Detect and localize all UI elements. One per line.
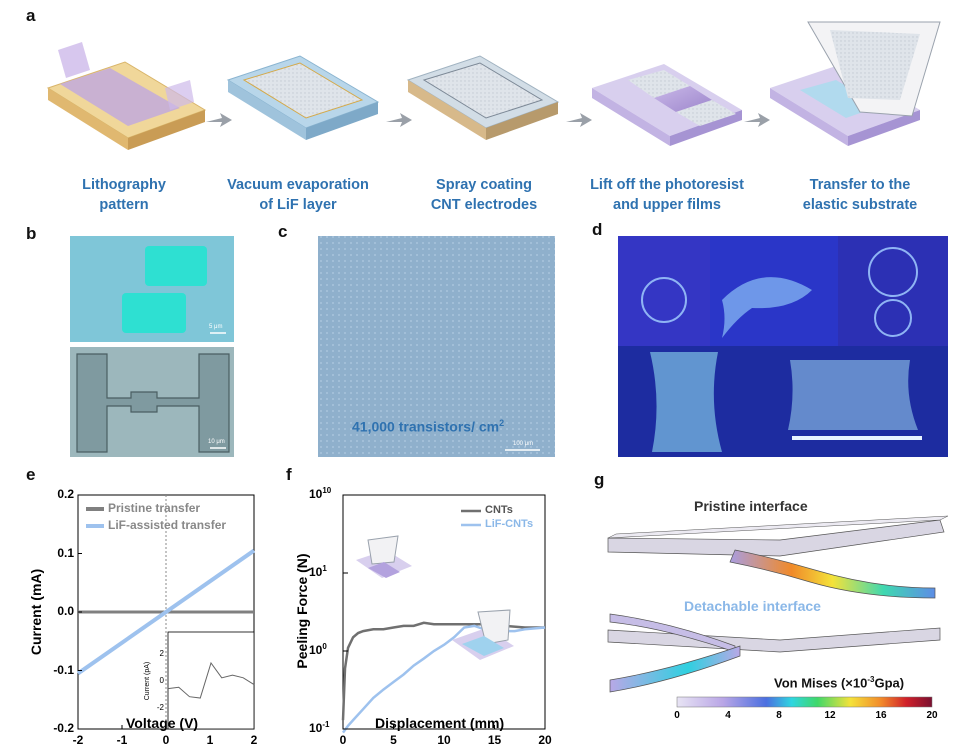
e-ytick-label: 0.1 (57, 545, 74, 560)
step5-transfer-device (770, 21, 941, 146)
f-ytick-label: 100 (309, 642, 327, 657)
g-title-detachable: Detachable interface (684, 598, 821, 614)
panel-a-illustrations (46, 21, 941, 150)
g-colorbar-tick-label: 4 (725, 710, 731, 721)
f-xtick-label: 10 (437, 733, 451, 747)
e-ylabel: Current (mA) (28, 568, 44, 656)
f-ytick-base: 10 (309, 643, 323, 657)
panel-d-photos (618, 236, 948, 457)
g-title-pristine: Pristine interface (694, 498, 808, 514)
e-legend-label-0: Pristine transfer (108, 501, 201, 515)
panel-c-array-image (318, 236, 555, 457)
e-ytick-label: -0.1 (53, 662, 74, 677)
e-xtick-label: 2 (250, 733, 258, 747)
f-ytick-base: 10 (309, 721, 323, 735)
panel-b-micrographs (70, 236, 234, 457)
g-colorbar-tick-label: 20 (926, 710, 938, 721)
g-colorbar-tick-label: 12 (824, 710, 836, 721)
e-inset-ytick-label: -2 (156, 702, 164, 712)
step-2-caption: Vacuum evaporation of LiF layer (227, 177, 369, 213)
process-arrows (206, 113, 770, 127)
c-density-label: 41,000 transistors/ cm2 (352, 418, 505, 435)
e-inset-ylabel: Current (pA) (144, 661, 151, 701)
e-inset-series-line (167, 661, 255, 699)
panel-label-e: e (26, 465, 36, 484)
e-xtick-label: 0 (162, 733, 170, 747)
step-4-caption: Lift off the photoresist and upper films (590, 177, 744, 213)
panel-label-c: c (278, 222, 288, 241)
panel-label-g: g (594, 470, 605, 489)
f-ytick-base: 10 (309, 487, 323, 501)
f-xlabel: Displacement (mm) (375, 715, 505, 731)
e-series-lif-line (76, 548, 256, 676)
f-inset-device-1 (356, 535, 412, 578)
g-colorbar-tick-label: 0 (674, 710, 680, 721)
f-ytick-label: 1010 (309, 486, 331, 501)
panel-label-d: d (592, 220, 603, 239)
f-ytick-label: 101 (309, 564, 327, 579)
step2-lif-device (226, 55, 380, 140)
step-3-caption: Spray coating CNT electrodes (430, 177, 538, 213)
g-colorbar-title: Von Mises (×10-3Gpa) (774, 675, 905, 691)
f-xtick-label: 20 (538, 733, 552, 747)
step1-lithography-device (46, 42, 207, 150)
f-xtick-label: 5 (390, 733, 397, 747)
f-xtick-label: 0 (339, 733, 347, 747)
e-legend-label-1: LiF-assisted transfer (108, 518, 227, 532)
e-ytick-label: 0.0 (57, 604, 74, 618)
f-ytick-base: 10 (309, 565, 323, 579)
f-ytick-exponent: 1 (322, 564, 327, 573)
e-ytick-label: -0.2 (53, 721, 74, 735)
f-legend-label-1: LiF-CNTs (485, 518, 534, 530)
f-ytick-exponent: -1 (322, 720, 330, 729)
b-scale-top: 5 μm (209, 324, 223, 330)
step3-cnt-device (406, 55, 560, 140)
panel-f-chart (341, 494, 546, 734)
step4-liftoff-device (592, 64, 742, 146)
f-series-cnts-line (341, 621, 545, 721)
c-scale: 100 μm (513, 441, 534, 447)
f-legend-label-0: CNTs (485, 504, 513, 516)
e-xtick-label: 1 (206, 733, 214, 747)
f-ytick-exponent: 10 (322, 486, 332, 495)
b-scale-bottom: 10 μm (208, 439, 225, 445)
g-colorbar-tick-label: 16 (875, 710, 887, 721)
g-colorbar-tick-label: 8 (776, 710, 782, 721)
panel-label-a: a (26, 6, 36, 25)
panel-g-simulation (607, 515, 949, 708)
f-inset-device-2 (452, 609, 514, 660)
f-ytick-exponent: 0 (322, 642, 327, 651)
e-xlabel: Voltage (V) (126, 715, 199, 731)
f-ytick-label: 10-1 (309, 720, 329, 735)
panel-label-f: f (286, 465, 292, 484)
e-xtick-label: -1 (116, 733, 128, 747)
e-inset-ytick-label: 0 (159, 675, 164, 685)
e-ytick-label: 0.2 (57, 487, 74, 501)
f-xtick-label: 15 (487, 733, 502, 747)
step-5-caption: Transfer to the elastic substrate (802, 177, 918, 213)
panel-e-chart (76, 494, 256, 730)
e-xtick-label: -2 (72, 733, 84, 747)
panel-label-b: b (26, 224, 37, 243)
f-ylabel: Peeling Force (N) (294, 553, 310, 669)
e-inset-ytick-label: 2 (159, 648, 164, 658)
step-1-caption: Lithography pattern (82, 177, 166, 213)
